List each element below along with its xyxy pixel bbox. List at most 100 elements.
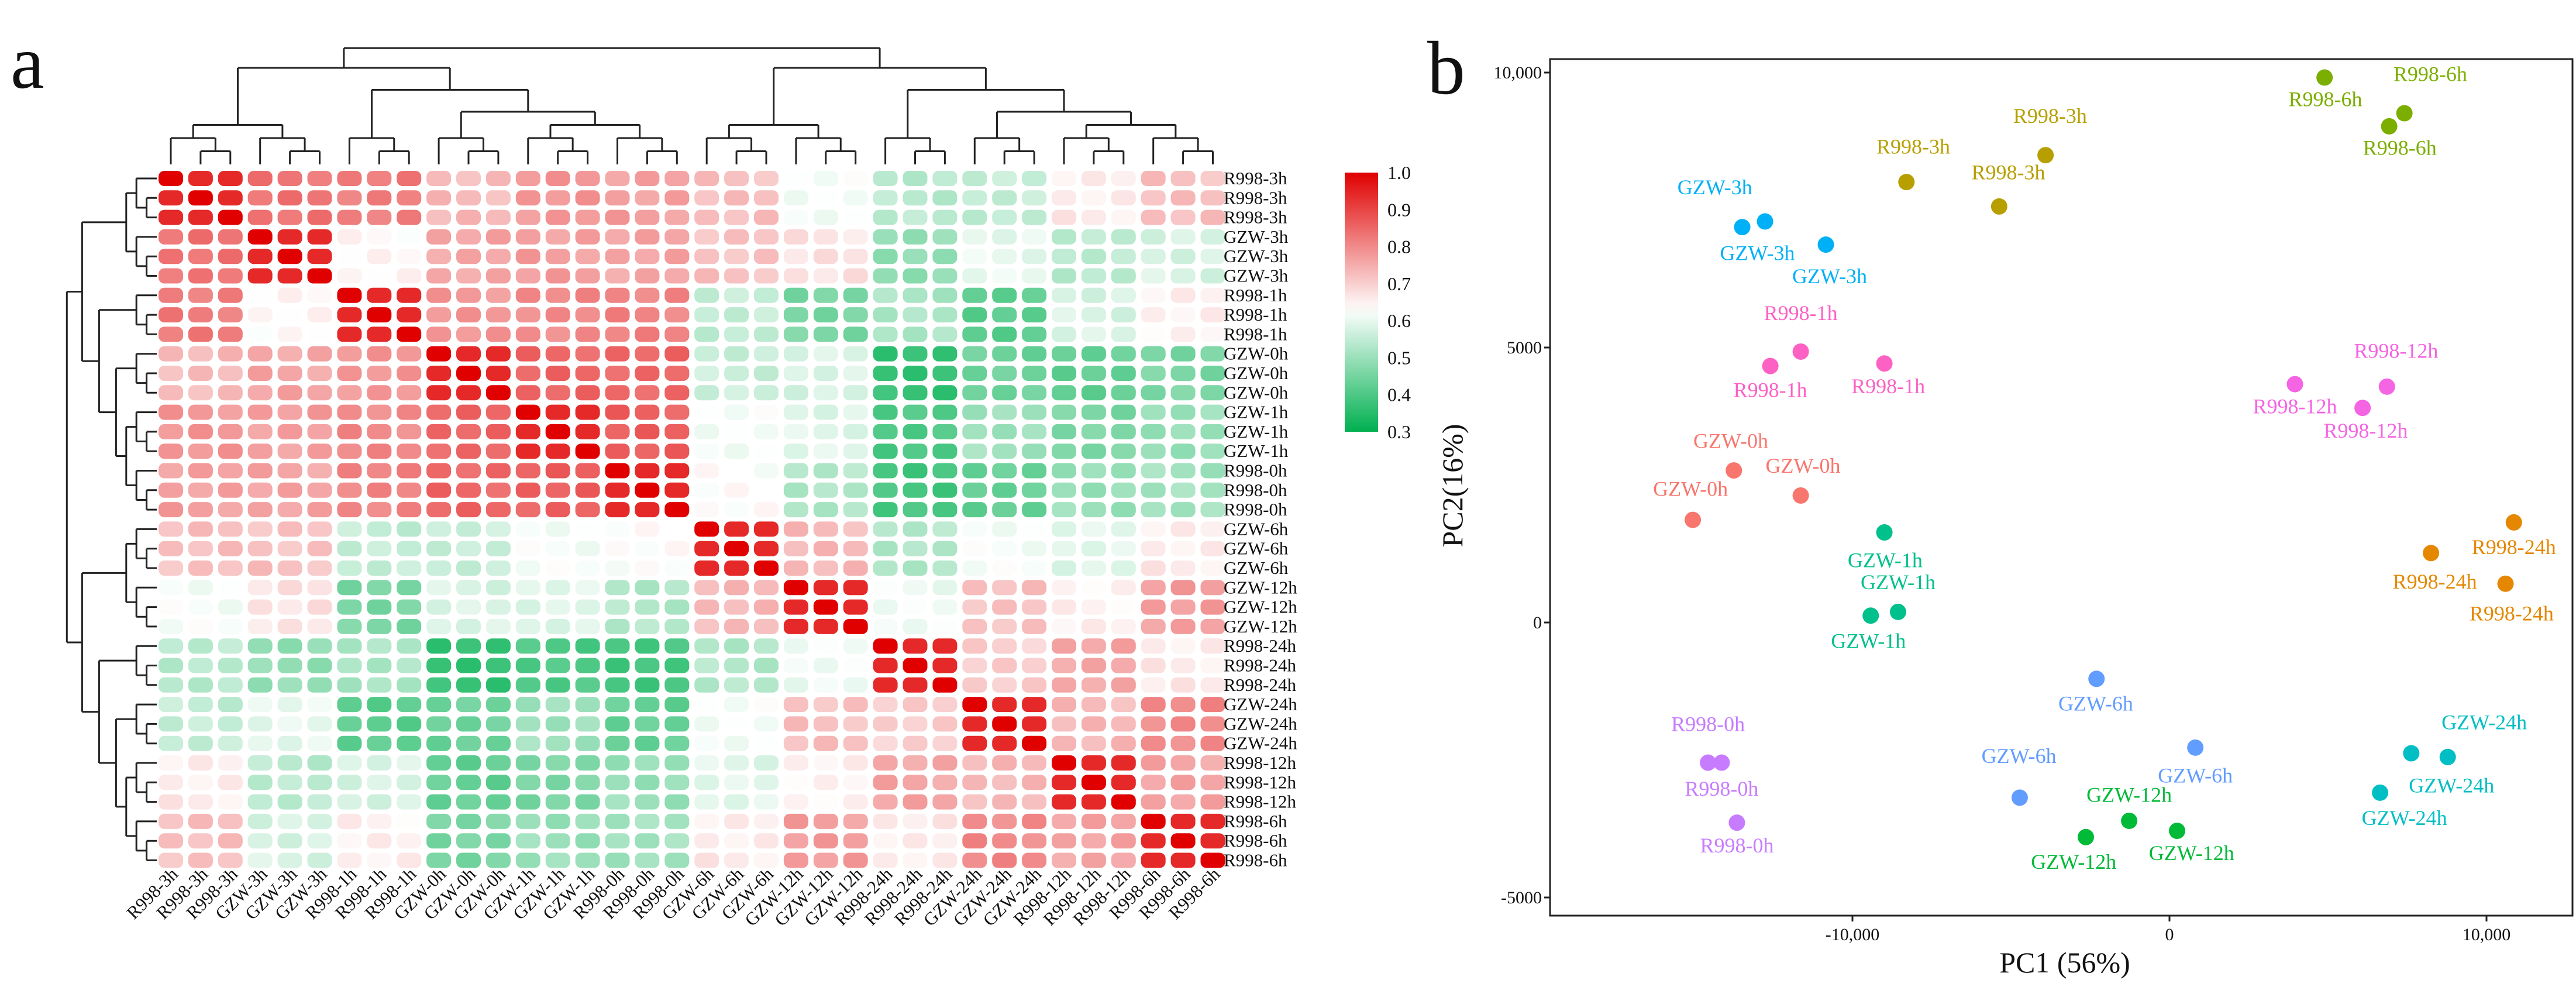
heatmap-cell (456, 638, 481, 654)
heatmap-cell (724, 580, 749, 596)
heatmap-cell (485, 677, 511, 693)
heatmap-cell (843, 443, 868, 459)
heatmap-cell (188, 404, 213, 420)
heatmap-cell (932, 171, 958, 186)
row-label: GZW-6h (1224, 558, 1289, 578)
heatmap-cell (1170, 755, 1196, 771)
heatmap-cell (575, 443, 600, 459)
heatmap-cell (873, 560, 898, 576)
heatmap-cell (783, 366, 808, 381)
heatmap-cell (694, 424, 719, 439)
heatmap-cell (367, 697, 392, 713)
heatmap-cell (1111, 599, 1136, 615)
heatmap-cell (754, 209, 779, 225)
heatmap-cell (1052, 249, 1076, 264)
heatmap-cell (277, 677, 302, 693)
heatmap-cell (664, 366, 690, 381)
heatmap-cell (873, 775, 898, 790)
heatmap-cell (1081, 171, 1106, 186)
heatmap-cell (932, 560, 958, 576)
heatmap-cell (992, 735, 1017, 751)
data-point (1713, 754, 1730, 771)
heatmap-cell (724, 190, 749, 206)
heatmap-cell (515, 268, 540, 284)
heatmap-cell (1081, 287, 1106, 303)
heatmap-cell (485, 599, 511, 615)
heatmap-cell (932, 618, 958, 634)
heatmap-cell (903, 580, 928, 596)
heatmap-cell (932, 794, 958, 810)
heatmap-cell (307, 697, 332, 713)
heatmap-cell (1111, 658, 1136, 673)
heatmap-cell (159, 190, 183, 206)
heatmap-cell (218, 618, 243, 634)
heatmap-cell (545, 735, 570, 751)
heatmap-cell (337, 404, 362, 420)
heatmap-cell (515, 697, 540, 713)
heatmap-cell (575, 502, 600, 518)
heatmap-cell (754, 366, 779, 381)
heatmap-cell (724, 249, 749, 264)
heatmap-cell (932, 482, 958, 498)
heatmap-cell (367, 794, 392, 810)
heatmap-cell (932, 287, 958, 303)
heatmap-cell (426, 735, 452, 751)
heatmap-cell (903, 521, 928, 537)
point-label: R998-3h (1971, 161, 2045, 184)
heatmap-cell (397, 443, 422, 459)
point-label: R998-3h (1876, 135, 1950, 159)
heatmap-cell (992, 424, 1017, 439)
heatmap-cell (932, 346, 958, 362)
heatmap-cell (1052, 638, 1076, 654)
heatmap-cell (1022, 385, 1047, 401)
heatmap-cell (873, 813, 898, 829)
heatmap-cell (813, 307, 838, 323)
heatmap-cell (813, 287, 838, 303)
heatmap-cell (247, 482, 273, 498)
row-label: GZW-6h (1224, 538, 1289, 559)
heatmap-cell (635, 755, 660, 771)
heatmap-cell (1081, 852, 1106, 868)
point-label: R998-6h (2288, 87, 2362, 111)
heatmap-cell (962, 385, 987, 401)
heatmap-cell (694, 502, 719, 518)
heatmap-cell (873, 249, 898, 264)
heatmap-cell (367, 599, 392, 615)
heatmap-cell (783, 638, 808, 654)
heatmap-cell (1022, 794, 1047, 810)
heatmap-cell (1141, 366, 1166, 381)
heatmap-cell (1022, 638, 1047, 654)
heatmap-cell (992, 366, 1017, 381)
data-point (2423, 545, 2440, 562)
heatmap-cell (485, 366, 511, 381)
heatmap-cell (1200, 171, 1225, 186)
heatmap-cell (159, 580, 183, 596)
heatmap-cell (337, 755, 362, 771)
heatmap-cell (843, 404, 868, 420)
heatmap-cell (456, 658, 481, 673)
heatmap-cell (307, 521, 332, 537)
heatmap-cell (337, 307, 362, 323)
heatmap-cell (159, 716, 183, 732)
heatmap-cell (635, 249, 660, 264)
heatmap-cell (1022, 502, 1047, 518)
heatmap-cell (992, 618, 1017, 634)
row-label: GZW-12h (1224, 616, 1297, 637)
heatmap-cell (159, 794, 183, 810)
heatmap-cell (1200, 716, 1225, 732)
heatmap-cell (664, 346, 690, 362)
heatmap-cell (724, 171, 749, 186)
heatmap-cell (992, 307, 1017, 323)
heatmap-cell (426, 502, 452, 518)
heatmap-cell (456, 697, 481, 713)
heatmap-cell (515, 287, 540, 303)
heatmap-cell (992, 541, 1017, 556)
data-point (1862, 607, 1879, 624)
heatmap-cell (903, 404, 928, 420)
heatmap-cell (426, 190, 452, 206)
heatmap-cell (664, 443, 690, 459)
heatmap-cell (843, 775, 868, 790)
row-label: R998-3h (1224, 187, 1287, 208)
heatmap-cell (605, 697, 630, 713)
heatmap-cell (218, 443, 243, 459)
